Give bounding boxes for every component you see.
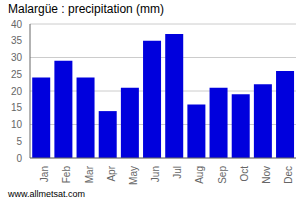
svg-text:Dec: Dec: [283, 166, 294, 184]
svg-text:May: May: [128, 166, 139, 185]
svg-text:30: 30: [11, 52, 23, 63]
svg-text:Sep: Sep: [217, 166, 228, 184]
svg-text:25: 25: [11, 69, 23, 80]
svg-text:Oct: Oct: [239, 166, 250, 182]
svg-text:Apr: Apr: [106, 165, 117, 181]
svg-text:Aug: Aug: [194, 166, 205, 184]
svg-text:Feb: Feb: [61, 166, 72, 184]
svg-text:0: 0: [16, 153, 22, 164]
svg-text:40: 40: [11, 19, 23, 30]
svg-text:Nov: Nov: [261, 166, 272, 184]
svg-text:35: 35: [11, 35, 23, 46]
svg-text:Jan: Jan: [39, 166, 50, 182]
svg-text:10: 10: [11, 119, 23, 130]
svg-text:15: 15: [11, 102, 23, 113]
svg-text:20: 20: [11, 86, 23, 97]
svg-text:5: 5: [16, 136, 22, 147]
svg-text:Jul: Jul: [172, 166, 183, 179]
html-text:www.allmetsat.com: www.allmetsat.com: [8, 189, 85, 199]
svg-text:Jun: Jun: [150, 166, 161, 182]
html-text:Malargüe : precipitation (mm): Malargüe : precipitation (mm): [8, 2, 165, 16]
svg-text:Mar: Mar: [84, 165, 95, 183]
